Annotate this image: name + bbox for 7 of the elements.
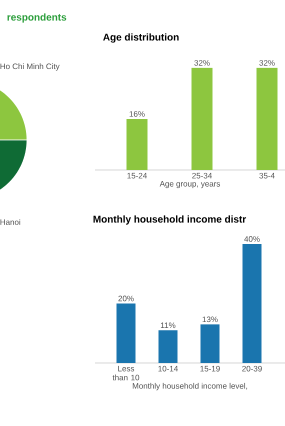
bar	[200, 324, 220, 363]
chart-title: Age distribution	[103, 33, 179, 43]
chart-title: respondents	[8, 13, 66, 23]
bar	[158, 330, 178, 363]
chart-title: Monthly household income distr	[94, 215, 246, 225]
bar	[242, 244, 262, 363]
bar	[116, 304, 136, 363]
